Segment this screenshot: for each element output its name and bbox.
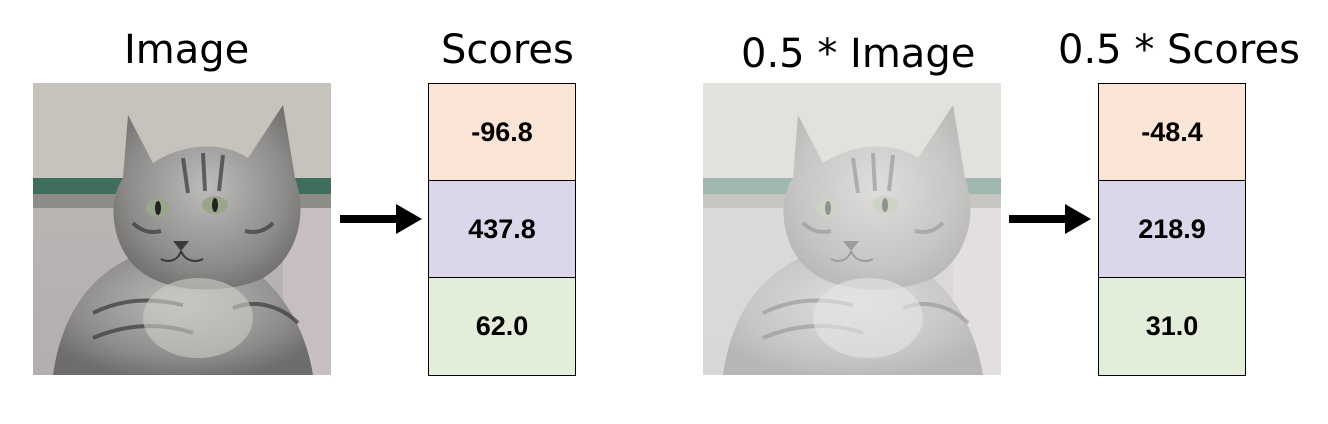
scores-table: -96.8 437.8 62.0: [428, 83, 576, 376]
right-arrow-icon: [1009, 204, 1091, 234]
scaled-cat-image: [703, 83, 1001, 375]
score-cell: 437.8: [429, 181, 575, 278]
cat-photo-graphic: [703, 83, 1001, 375]
cat-photo-graphic: [33, 83, 331, 375]
score-cell: -48.4: [1099, 84, 1245, 181]
score-cell: 31.0: [1099, 278, 1245, 375]
scaled-scores-label: 0.5 * Scores: [1058, 27, 1300, 73]
score-cell: 218.9: [1099, 181, 1245, 278]
image-label: Image: [124, 27, 250, 73]
score-cell: 62.0: [429, 278, 575, 375]
right-arrow-icon: [340, 204, 422, 234]
scaled-scores-table: -48.4 218.9 31.0: [1098, 83, 1246, 376]
cat-image: [33, 83, 331, 375]
score-cell: -96.8: [429, 84, 575, 181]
scores-label: Scores: [441, 27, 574, 73]
scaled-image-label: 0.5 * Image: [741, 31, 976, 77]
